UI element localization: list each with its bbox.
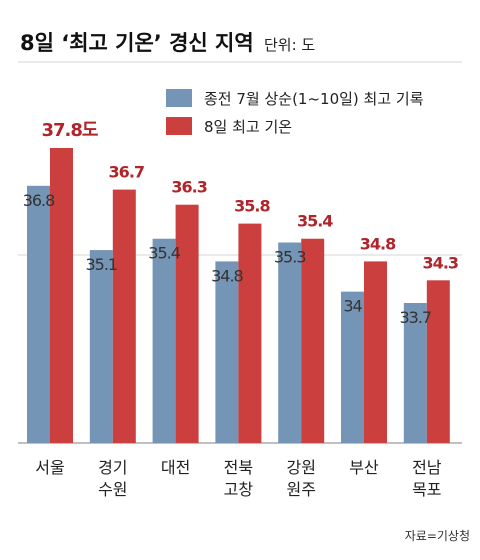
bar-series1 — [89, 250, 113, 443]
bar-series1 — [403, 303, 427, 443]
value-label-series1: 35.4 — [148, 244, 180, 263]
value-label-series2: 36.7 — [109, 163, 144, 182]
value-label-series2: 34.8 — [360, 234, 396, 253]
value-label-series1: 35.1 — [85, 255, 117, 274]
value-labels: 36.8 37.8도 35.1 36.7 35.4 36.3 34.8 35.8 35.3 35.… — [23, 120, 459, 327]
category-label: 경기 수원 — [98, 458, 127, 499]
category-label: 부산 — [349, 458, 379, 477]
value-label-series1: 34 — [343, 297, 362, 316]
category-label: 전남 목포 — [412, 458, 442, 499]
value-label-series1: 34.8 — [211, 266, 243, 285]
bars — [27, 148, 450, 443]
legend-label-series1: 종전 7월 상순(1~10일) 최고 기록 — [204, 90, 424, 108]
source-note: 자료=기상청 — [405, 529, 470, 543]
value-label-series1: 33.7 — [399, 308, 431, 327]
legend-swatch-series1 — [166, 89, 192, 107]
bar-series1 — [215, 261, 239, 443]
category-label: 강원 원주 — [286, 458, 315, 499]
legend-swatch-series2 — [166, 117, 192, 135]
value-label-series1: 36.8 — [23, 191, 55, 210]
bar-series2 — [364, 261, 387, 443]
bar-series2 — [175, 204, 199, 443]
bar-series1 — [27, 185, 50, 443]
category-label: 대전 — [161, 458, 190, 477]
bar-series2 — [238, 223, 262, 443]
value-label-series1: 35.3 — [274, 248, 306, 267]
bar-series2 — [50, 148, 73, 443]
bar-series2 — [301, 238, 325, 443]
bar-series1 — [152, 238, 176, 443]
bar-series2 — [112, 189, 136, 443]
bar-series1 — [278, 242, 302, 443]
legend-label-series2: 8일 최고 기온 — [204, 118, 292, 136]
value-label-series2: 34.3 — [423, 253, 458, 272]
value-label-series2: 35.4 — [297, 212, 333, 231]
legend: 종전 7월 상순(1~10일) 최고 기록 8일 최고 기온 — [166, 89, 424, 136]
category-label: 서울 — [35, 458, 64, 477]
category-label: 전북 고창 — [224, 458, 254, 499]
unit-label: 단위: 도 — [264, 36, 315, 54]
value-label-series2: 36.3 — [171, 178, 206, 197]
value-label-series2: 37.8도 — [42, 120, 98, 141]
bar-series2 — [426, 280, 450, 443]
bar-series1 — [341, 291, 364, 443]
chart-title: 8일 ‘최고 기온’ 경신 지역 — [20, 31, 254, 55]
category-labels: 서울 경기 수원 대전 전북 고창 강원 원주 부산 전남 목포 — [35, 458, 442, 499]
value-label-series2: 35.8 — [234, 197, 270, 216]
